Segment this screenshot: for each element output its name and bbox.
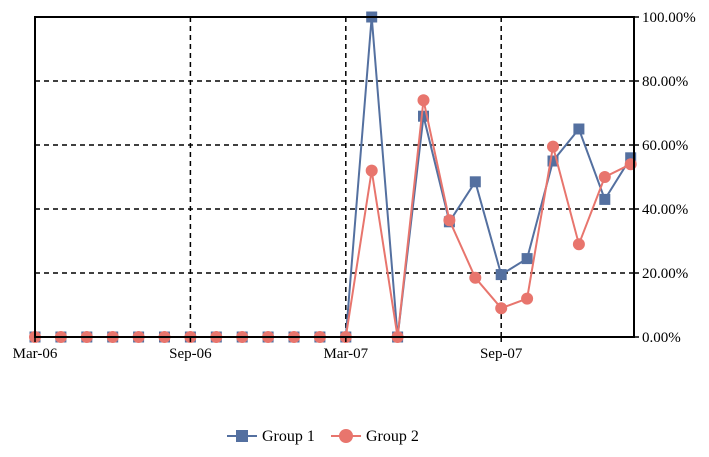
data-point (598, 171, 611, 183)
y-tick-label: 0.00% (642, 330, 681, 346)
data-point (469, 271, 482, 284)
data-point (573, 123, 585, 135)
y-tick-label: 60.00% (642, 138, 688, 154)
y-tick-label: 40.00% (642, 202, 688, 218)
plot-frame (34, 16, 635, 338)
legend-item: Group 2 (331, 428, 419, 445)
data-point (572, 238, 585, 251)
data-point (469, 176, 481, 188)
legend-label: Group 2 (366, 428, 419, 445)
x-tick-label: Sep-07 (480, 346, 523, 362)
data-point (547, 155, 559, 167)
series-layer (29, 11, 637, 343)
legend: Group 1 Group 2 (227, 428, 419, 445)
data-point (495, 302, 508, 315)
legend-label: Group 1 (262, 428, 315, 445)
data-point (443, 214, 456, 227)
legend-square-marker (236, 430, 248, 442)
x-tick-label: Mar-07 (323, 346, 368, 362)
x-tick-label: Mar-06 (13, 346, 58, 362)
axis-ticks: 0.00% 20.00% 40.00% 60.00% 80.00% 100.00% Mar-… (13, 10, 696, 362)
data-point (547, 140, 559, 153)
series-line (35, 16, 632, 338)
data-point (521, 253, 533, 265)
series-group-2 (29, 94, 637, 343)
data-point (625, 152, 637, 164)
y-tick-label: 100.00% (642, 10, 696, 26)
series-group-1 (29, 11, 637, 343)
legend-circle-marker (339, 429, 353, 443)
x-tick-label: Sep-06 (169, 346, 212, 362)
data-point (521, 292, 534, 305)
legend-item: Group 1 (227, 428, 315, 445)
y-tick-label: 20.00% (642, 266, 688, 282)
y-tick-label: 80.00% (642, 74, 688, 90)
data-point (365, 164, 378, 177)
data-point (599, 193, 611, 205)
data-point (417, 94, 430, 107)
gridlines (35, 17, 634, 337)
data-point (418, 110, 429, 122)
data-point (495, 269, 507, 281)
series-line (35, 99, 632, 338)
